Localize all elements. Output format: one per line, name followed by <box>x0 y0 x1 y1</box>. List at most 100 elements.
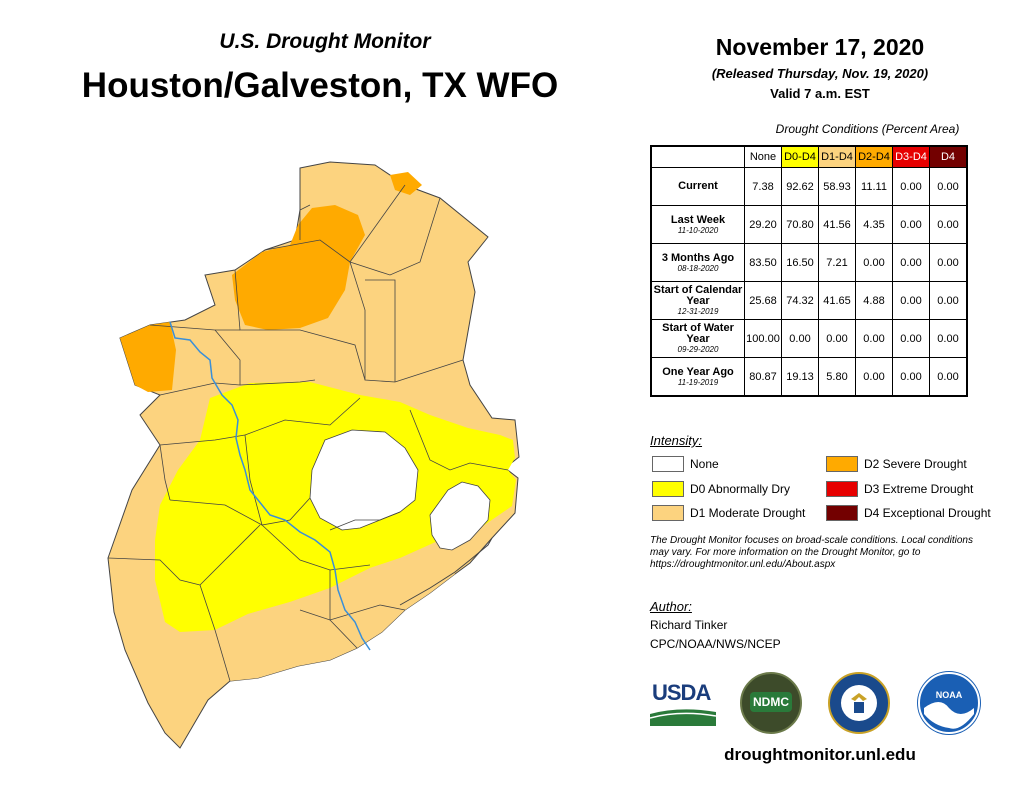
table-cell: 80.87 <box>744 357 782 397</box>
table-cell: 4.35 <box>855 205 893 244</box>
noaa-logo: NOAA <box>918 672 980 734</box>
row-date: 11-19-2019 <box>677 377 719 387</box>
eagle-icon <box>851 693 867 713</box>
region-title: Houston/Galveston, TX WFO <box>81 66 559 105</box>
valid-time: Valid 7 a.m. EST <box>770 86 870 101</box>
noaa-logo-graphic <box>924 702 974 729</box>
row-label: Start of Water Year 09-29-2020 <box>650 319 745 358</box>
map-subtitle: U.S. Drought Monitor <box>219 30 431 53</box>
legend-swatch <box>826 505 858 521</box>
row-date: 11-10-2020 <box>677 225 719 235</box>
d2-severe-drought-west <box>120 322 176 392</box>
table-cell: 58.93 <box>818 167 856 206</box>
row-date: 08-18-2020 <box>677 263 719 273</box>
galveston-bay <box>429 481 491 551</box>
commerce-seal <box>828 672 890 734</box>
ndmc-logo-text: NDMC <box>750 692 792 712</box>
table-header-blank <box>651 146 745 168</box>
table-cell: 0.00 <box>818 319 856 358</box>
table-cell: 70.80 <box>781 205 819 244</box>
row-label: 3 Months Ago 08-18-2020 <box>650 243 745 282</box>
table-row: Current 7.38 92.62 58.93 11.11 0.00 0.00 <box>650 167 968 206</box>
table-row: One Year Ago 11-19-2019 80.87 19.13 5.80 0.00… <box>650 357 968 397</box>
commerce-seal-inner <box>841 685 877 721</box>
footer-url[interactable]: droughtmonitor.unl.edu <box>724 745 916 764</box>
noaa-logo-text: NOAA <box>935 690 963 700</box>
table-caption: Drought Conditions (Percent Area) <box>775 122 960 136</box>
table-cell: 19.13 <box>781 357 819 397</box>
river <box>169 321 371 651</box>
table-cell: 0.00 <box>892 205 930 244</box>
table-cell: 29.20 <box>744 205 782 244</box>
row-label: Start of Calendar Year 12-31-2019 <box>650 281 745 320</box>
table-cell: 0.00 <box>892 319 930 358</box>
table-cell: 25.68 <box>744 281 782 320</box>
col-header-d1-d4: D1-D4 <box>818 145 856 168</box>
table-cell: 41.65 <box>818 281 856 320</box>
col-header-d4: D4 <box>929 145 968 168</box>
release-date: (Released Thursday, Nov. 19, 2020) <box>711 66 929 81</box>
row-label: One Year Ago 11-19-2019 <box>650 357 745 397</box>
table-row: 3 Months Ago 08-18-2020 83.50 16.50 7.21 0.00… <box>650 243 968 282</box>
row-label-text: Start of Water Year <box>662 322 734 345</box>
row-label-text: One Year Ago <box>662 365 734 378</box>
table-cell: 0.00 <box>929 243 968 282</box>
author-name: Richard Tinker <box>650 618 728 632</box>
legend-swatch <box>652 481 684 497</box>
table-cell: 0.00 <box>892 281 930 320</box>
drought-conditions-table: None D0-D4 D1-D4 D2-D4 D3-D4 D4 Current 7… <box>650 145 968 397</box>
d2-severe-drought-north <box>232 205 365 330</box>
legend-label: D4 Exceptional Drought <box>864 506 991 520</box>
table-cell: 0.00 <box>781 319 819 358</box>
table-cell: 4.88 <box>855 281 893 320</box>
disclaimer-note: The Drought Monitor focuses on broad-sca… <box>650 535 973 570</box>
table-cell: 0.00 <box>929 357 968 397</box>
col-header-d0-d4: D0-D4 <box>781 145 819 168</box>
table-cell: 0.00 <box>929 205 968 244</box>
table-cell: 41.56 <box>818 205 856 244</box>
table-cell: 11.11 <box>855 167 893 206</box>
table-cell: 0.00 <box>929 319 968 358</box>
legend-label: D1 Moderate Drought <box>690 506 806 520</box>
table-cell: 0.00 <box>929 167 968 206</box>
legend-swatch <box>826 481 858 497</box>
usda-logo-swoosh <box>650 709 716 726</box>
table-cell: 100.00 <box>744 319 782 358</box>
table-cell: 7.21 <box>818 243 856 282</box>
map-date: November 17, 2020 <box>715 34 925 60</box>
row-label-text: 3 Months Ago <box>661 251 735 264</box>
county-lines <box>107 184 509 682</box>
drought-map <box>107 161 520 749</box>
table-cell: 5.80 <box>818 357 856 397</box>
legend-title: Intensity: <box>650 433 703 448</box>
table-cell: 0.00 <box>855 357 893 397</box>
table-cell: 92.62 <box>781 167 819 206</box>
d1-coastal-area <box>215 555 455 681</box>
barrier-island <box>399 537 493 606</box>
table-cell: 74.32 <box>781 281 819 320</box>
table-cell: 0.00 <box>855 243 893 282</box>
row-label-text: Start of Calendar Year <box>653 284 743 307</box>
table-cell: 0.00 <box>892 167 930 206</box>
ndmc-logo: NDMC <box>740 672 802 734</box>
legend-label: None <box>690 457 719 471</box>
table-header-row: None D0-D4 D1-D4 D2-D4 D3-D4 D4 <box>651 145 968 168</box>
usda-logo: USDA <box>650 680 716 726</box>
legend-swatch <box>826 456 858 472</box>
legend-swatch <box>652 505 684 521</box>
table-cell: 0.00 <box>892 357 930 397</box>
table-cell: 7.38 <box>744 167 782 206</box>
legend-swatch <box>652 456 684 472</box>
col-header-d2-d4: D2-D4 <box>855 145 893 168</box>
usda-logo-text: USDA <box>652 680 711 705</box>
table-row: Start of Water Year 09-29-2020 100.00 0.00 0… <box>650 319 968 358</box>
author-org: CPC/NOAA/NWS/NCEP <box>650 637 781 651</box>
row-date: 09-29-2020 <box>677 345 719 354</box>
table-cell: 0.00 <box>929 281 968 320</box>
row-label: Last Week 11-10-2020 <box>650 205 745 244</box>
table-row: Last Week 11-10-2020 29.20 70.80 41.56 4.35 0.… <box>650 205 968 244</box>
row-label-text: Current <box>678 180 718 192</box>
col-header-none: None <box>744 145 782 168</box>
table-cell: 83.50 <box>744 243 782 282</box>
row-label-text: Last Week <box>670 213 726 226</box>
